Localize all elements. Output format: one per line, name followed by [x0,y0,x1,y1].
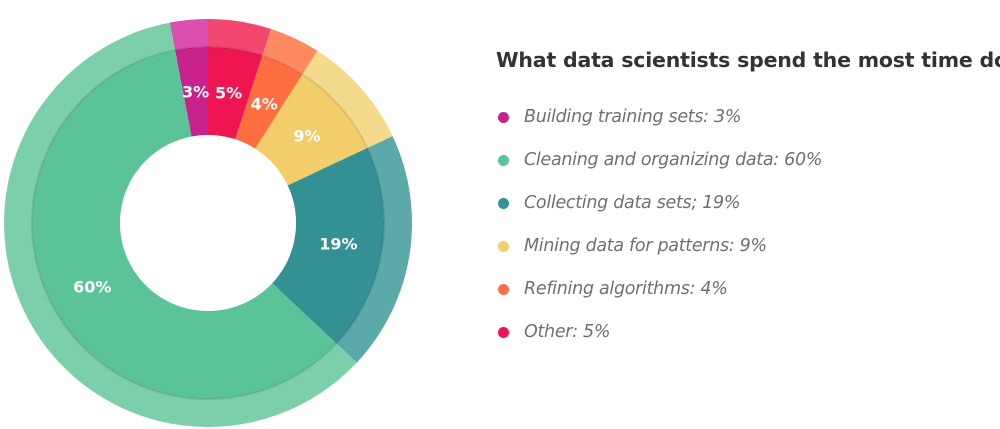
legend-label: Other: 5% [524,322,611,342]
legend-panel: What data scientists spend the most time… [496,48,1000,342]
slice-outer-refining-algorithms [262,28,318,75]
slice-other [208,47,263,140]
legend-item-collecting-data-sets: Collecting data sets; 19% [498,191,822,234]
legend-marker [498,241,509,252]
legend: Building training sets: 3% Cleaning and … [498,105,822,363]
slice-refining-algorithms [235,55,303,149]
donut-hole [120,135,296,311]
legend-label: Refining algorithms: 4% [524,279,728,299]
slice-value-label-cleaning-and-organizing-data: 60% [73,278,111,297]
legend-item-refining-algorithms: Refining algorithms: 4% [498,277,822,320]
donut-inner-rim [31,46,385,400]
slice-outer-cleaning-and-organizing-data [4,22,357,427]
donut-slices [4,18,412,427]
legend-label: Mining data for patterns: 9% [524,236,767,256]
slice-cleaning-and-organizing-data [31,50,337,400]
slice-building-training-sets [175,47,208,137]
slice-mining-data-for-patterns [255,74,368,186]
slice-collecting-data-sets [272,148,385,344]
chart-title: What data scientists spend the most time… [496,48,1000,72]
legend-marker [498,284,509,295]
legend-marker [498,327,509,338]
slice-value-label-collecting-data-sets: 19% [319,235,357,254]
slice-value-label-mining-data-for-patterns: 9% [293,127,320,146]
slice-outer-collecting-data-sets [336,136,412,363]
legend-marker [498,112,509,123]
slice-outer-other [208,19,272,56]
legend-item-mining-data-for-patterns: Mining data for patterns: 9% [498,234,822,277]
legend-marker [498,155,509,166]
slice-value-label-building-training-sets: 3% [182,83,209,102]
slice-value-label-other: 5% [215,84,242,103]
legend-label: Building training sets: 3% [524,107,742,127]
legend-marker [498,198,509,209]
slice-value-label-refining-algorithms: 4% [251,95,278,114]
legend-label: Cleaning and organizing data: 60% [524,150,823,170]
legend-item-cleaning-and-organizing-data: Cleaning and organizing data: 60% [498,148,822,191]
slice-outer-building-training-sets [169,18,208,51]
legend-item-building-training-sets: Building training sets: 3% [498,105,822,148]
legend-item-other: Other: 5% [498,320,822,363]
legend-label: Collecting data sets; 19% [524,193,741,213]
slice-outer-mining-data-for-patterns [302,50,393,149]
donut-chart: 3% 5% 4% 9% 19% 60% [4,18,412,427]
